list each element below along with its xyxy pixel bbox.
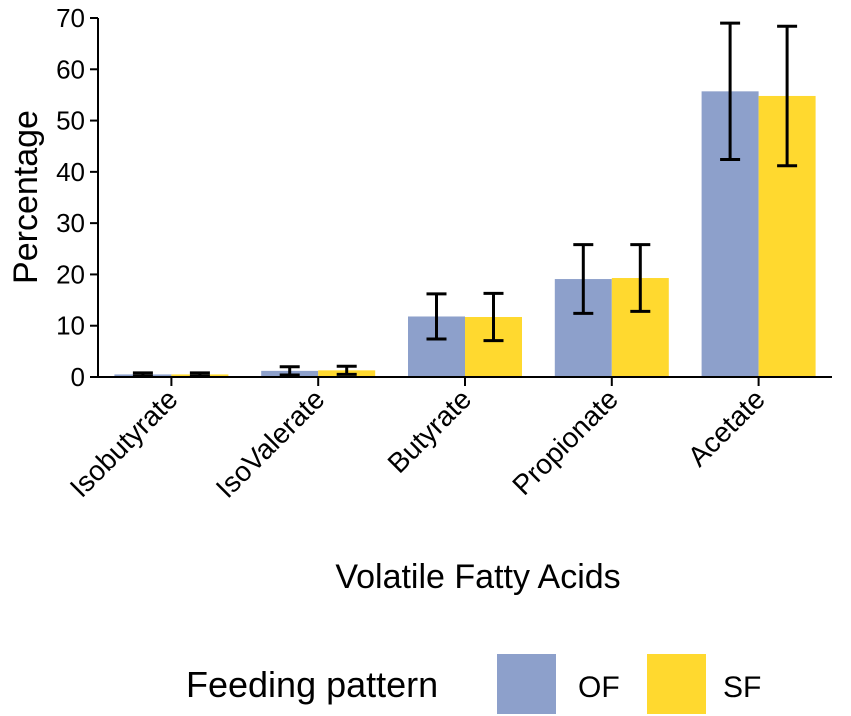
y-ticks: 0 10 20 30 40 50 60 70	[56, 3, 98, 392]
error-bar-of-acetate	[720, 21, 741, 162]
y-tick-label: 60	[56, 54, 85, 84]
y-tick-label: 40	[56, 157, 85, 187]
plot-area	[114, 21, 816, 378]
error-bar-of-isovalerate	[279, 365, 300, 377]
legend-key-of	[497, 654, 556, 714]
error-bar-sf-isovalerate	[336, 364, 357, 376]
error-bar-of-butyrate	[426, 292, 447, 341]
x-tick-label-butyrate: Butyrate	[382, 383, 478, 479]
legend-label-of: OF	[578, 671, 620, 704]
x-axis-title: Volatile Fatty Acids	[335, 558, 620, 596]
error-bar-sf-butyrate	[483, 291, 504, 343]
legend: Feeding pattern OF SF	[186, 654, 761, 714]
x-tick-label-isobutyrate: Isobutyrate	[64, 383, 184, 503]
y-axis-title: Percentage	[7, 110, 45, 284]
y-tick-label: 20	[56, 259, 85, 289]
x-tick-label-isovalerate: IsoValerate	[210, 383, 331, 504]
y-tick-label: 30	[56, 208, 85, 238]
x-tick-label-acetate: Acetate	[682, 383, 771, 472]
error-bar-sf-acetate	[777, 24, 798, 168]
error-bar-sf-propionate	[630, 243, 651, 313]
error-bar-sf-isobutyrate	[189, 371, 210, 378]
y-tick-label: 10	[56, 311, 85, 341]
error-bar-of-propionate	[573, 243, 594, 315]
error-bar-of-isobutyrate	[132, 371, 153, 378]
x-ticks: Isobutyrate IsoValerate Butyrate Propionate…	[64, 377, 771, 504]
legend-title: Feeding pattern	[186, 664, 438, 705]
y-tick-label: 70	[56, 3, 85, 33]
y-tick-label: 0	[71, 362, 85, 392]
x-tick-label-propionate: Propionate	[506, 383, 624, 501]
y-tick-label: 50	[56, 106, 85, 136]
legend-label-sf: SF	[723, 671, 761, 704]
legend-key-sf	[647, 654, 706, 714]
